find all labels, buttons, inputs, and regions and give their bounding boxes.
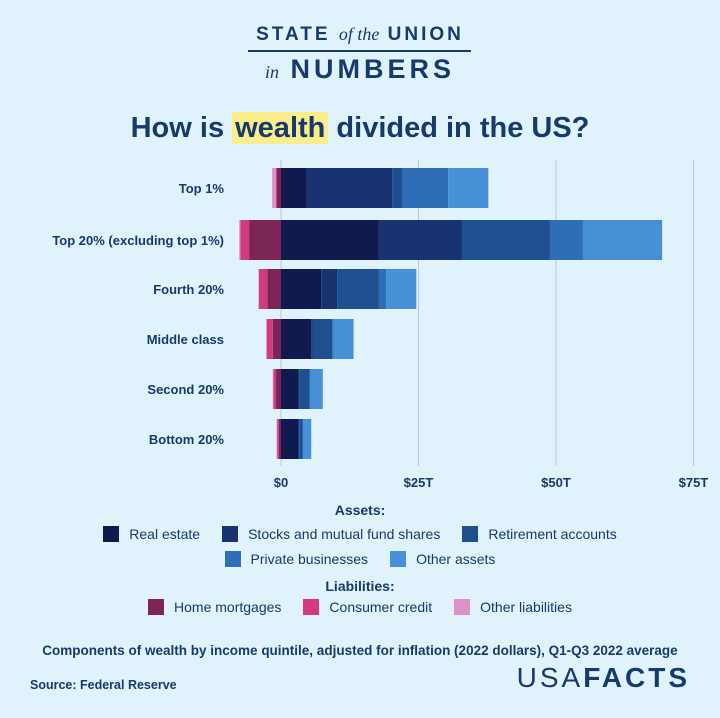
legend-label: Consumer credit (329, 599, 433, 615)
legend-swatch (224, 551, 241, 567)
bar-segment-private-businesses (402, 168, 449, 208)
legend-swatch (454, 599, 471, 615)
bar-segment-other-liabilities (239, 220, 241, 260)
bar-segment-home-mortgages (276, 168, 281, 208)
bar-segment-retirement-accounts (461, 220, 550, 260)
legend-assets-row1: Real estate Stocks and mutual fund shares… (0, 526, 720, 542)
bar-segment-other-liabilities (272, 369, 274, 409)
category-label: Fourth 20% (153, 282, 224, 297)
legend-label: Home mortgages (174, 599, 282, 615)
bar-segment-private-businesses (302, 419, 303, 459)
bar-segment-consumer-credit (277, 419, 279, 459)
category-label: Bottom 20% (149, 432, 225, 447)
bar-segment-consumer-credit (240, 220, 250, 260)
category-label: Second 20% (147, 382, 224, 397)
bar-segment-home-mortgages (249, 220, 281, 260)
legend-label: Other liabilities (480, 599, 572, 615)
legend-swatch (148, 599, 165, 615)
legend-item: Consumer credit (303, 599, 432, 615)
bar-segment-private-businesses (378, 269, 387, 309)
x-tick-label: $0 (274, 475, 288, 490)
bar-segment-stocks-and-mutual-fund-shares (311, 319, 313, 359)
category-label: Middle class (147, 332, 224, 347)
bar-segment-stocks-and-mutual-fund-shares (378, 220, 462, 260)
bar-segment-retirement-accounts (312, 319, 333, 359)
header-rule (248, 50, 471, 52)
legend-item: Other liabilities (454, 599, 572, 615)
legend-label: Retirement accounts (488, 526, 617, 542)
bar-segment-other-assets (310, 369, 323, 409)
legend-item: Home mortgages (148, 599, 281, 615)
bar-segment-real-estate (281, 369, 299, 409)
legend-item: Retirement accounts (462, 526, 617, 542)
bar-segment-other-assets (303, 419, 312, 459)
header-line1: STATE of the UNION (256, 24, 464, 45)
bar-segment-home-mortgages (276, 369, 281, 409)
legend-label: Private businesses (250, 551, 369, 567)
legend-swatch (303, 599, 320, 615)
legend-liabilities-title: Liabilities: (325, 578, 395, 594)
x-tick-label: $75T (679, 475, 709, 490)
bar-segment-other-liabilities (266, 319, 267, 359)
legend-label: Other assets (416, 551, 496, 567)
caption: Components of wealth by income quintile,… (42, 643, 678, 658)
legend-assets-title: Assets: (334, 502, 386, 518)
bar-segment-real-estate (281, 168, 307, 208)
bar-segment-real-estate (281, 269, 322, 309)
bar-segment-home-mortgages (267, 269, 281, 309)
bar-segment-other-assets (386, 269, 417, 309)
legend-item: Other assets (390, 551, 495, 567)
bar-segment-private-businesses (332, 319, 334, 359)
bar-segment-home-mortgages (278, 419, 281, 459)
bar-segment-retirement-accounts (337, 269, 379, 309)
legend-swatch (462, 526, 479, 542)
legend-liabilities-row: Home mortgages Consumer credit Other liabi… (0, 599, 720, 615)
bar-segment-other-assets (582, 220, 663, 260)
legend-label: Stocks and mutual fund shares (248, 526, 441, 542)
bar-segment-stocks-and-mutual-fund-shares (298, 369, 300, 409)
bar-segment-real-estate (281, 319, 312, 359)
bar-segment-other-assets (448, 168, 489, 208)
bar-segment-retirement-accounts (299, 419, 303, 459)
bar-segment-retirement-accounts (392, 168, 402, 208)
x-tick-label: $25T (404, 475, 434, 490)
bar-segment-stocks-and-mutual-fund-shares (321, 269, 338, 309)
bar-segment-stocks-and-mutual-fund-shares (306, 168, 393, 208)
x-tick-label: $50T (541, 475, 571, 490)
source: Source: Federal Reserve (30, 678, 177, 692)
bar-segment-other-liabilities (258, 269, 259, 309)
bar-segment-home-mortgages (272, 319, 281, 359)
bar-segment-real-estate (281, 419, 299, 459)
legend-item: Private businesses (224, 551, 369, 567)
bar-segment-consumer-credit (276, 168, 277, 208)
bar-chart: $0 $25T $50T $75T Top 1% Top 20% (excluding t… (52, 160, 709, 490)
bar-segment-consumer-credit (273, 369, 277, 409)
bar-segment-consumer-credit (266, 319, 273, 359)
bar-segment-real-estate (281, 220, 379, 260)
bar-segment-other-assets (333, 319, 354, 359)
legend-swatch (390, 551, 407, 567)
header-line2: in NUMBERS (264, 54, 456, 84)
legend-item: Real estate (103, 526, 200, 542)
bar-segment-other-liabilities (272, 168, 277, 208)
usafacts-logo: USAFACTS (516, 662, 690, 693)
bar-segment-stocks-and-mutual-fund-shares (298, 419, 300, 459)
bar-segment-private-businesses (549, 220, 583, 260)
category-label: Top 1% (179, 181, 225, 196)
legend-assets-row2: Private businesses Other assets (0, 551, 720, 567)
legend-item: Stocks and mutual fund shares (222, 526, 440, 542)
category-label: Top 20% (excluding top 1%) (52, 233, 224, 248)
bar-segment-consumer-credit (259, 269, 268, 309)
legend-label: Real estate (129, 526, 201, 542)
bar-segment-other-liabilities (276, 419, 278, 459)
chart-title: How is wealth divided in the US? (130, 112, 590, 144)
legend-swatch (103, 526, 120, 542)
bar-segment-private-businesses (309, 369, 311, 409)
bar-segment-retirement-accounts (299, 369, 310, 409)
legend-swatch (222, 526, 239, 542)
